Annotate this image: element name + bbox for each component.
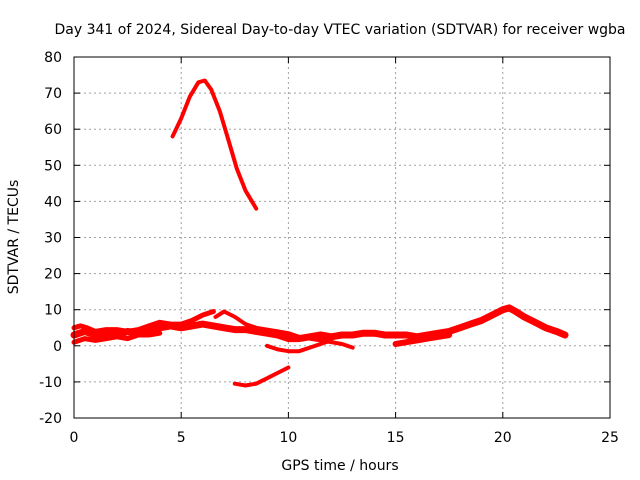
x-tick-label: 10 <box>279 430 297 446</box>
axis-ticks <box>73 56 611 419</box>
series-peak <box>170 78 259 211</box>
x-tick-label: 15 <box>387 430 405 446</box>
data-series <box>70 78 569 388</box>
y-tick-label: 60 <box>44 122 62 138</box>
x-tick-label: 25 <box>601 430 619 446</box>
y-axis-label: SDTVAR / TECUs <box>6 180 22 295</box>
series-low-segment <box>232 365 291 388</box>
x-tick-label: 5 <box>177 430 186 446</box>
y-tick-label: -10 <box>39 375 62 391</box>
x-tick-label: 0 <box>70 430 79 446</box>
x-tick-label: 20 <box>494 430 512 446</box>
y-tick-label: 10 <box>44 303 62 319</box>
series-band-main <box>70 304 569 343</box>
grid <box>74 57 610 418</box>
y-tick-label: 20 <box>44 267 62 283</box>
y-tick-label: 0 <box>53 339 62 355</box>
chart-title: Day 341 of 2024, Sidereal Day-to-day VTE… <box>54 22 625 38</box>
y-tick-label: 50 <box>44 158 62 174</box>
y-tick-label: 80 <box>44 50 62 66</box>
series-branch-b <box>265 338 334 354</box>
x-axis-label: GPS time / hours <box>281 458 398 474</box>
series-band-thin <box>392 332 453 347</box>
y-tick-labels: -20 -10 0 10 20 30 40 50 60 70 80 <box>39 50 62 427</box>
x-tick-labels: 0 5 10 15 20 25 <box>70 430 619 446</box>
y-tick-label: 70 <box>44 86 62 102</box>
y-tick-label: 30 <box>44 231 62 247</box>
series-band-upper <box>71 309 216 334</box>
series-band-lower <box>71 330 163 345</box>
y-tick-label: -20 <box>39 411 62 427</box>
y-tick-label: 40 <box>44 194 62 210</box>
